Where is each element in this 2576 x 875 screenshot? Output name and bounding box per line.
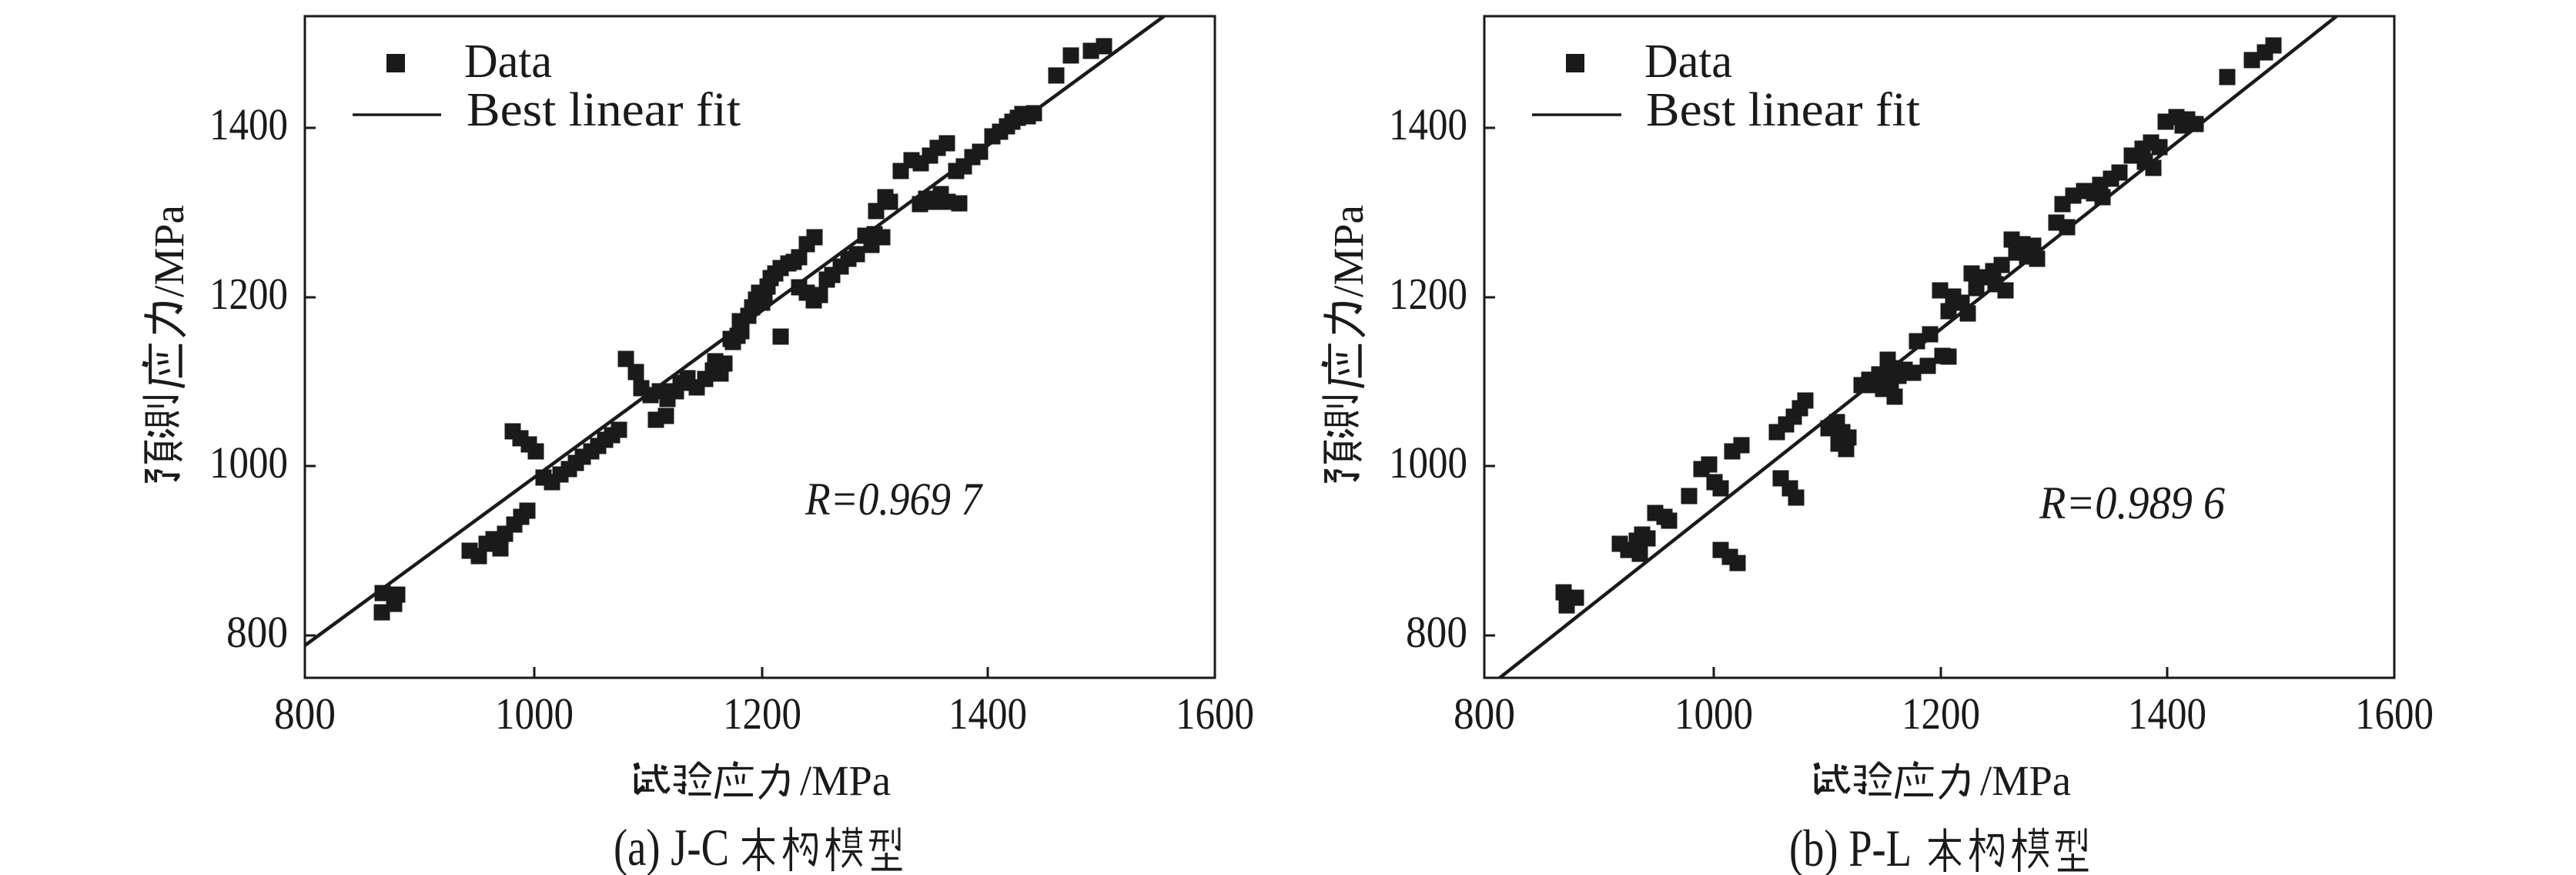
svg-text:1200: 1200	[1902, 689, 1980, 739]
svg-text:Best linear fit: Best linear fit	[467, 84, 741, 136]
svg-text:1200: 1200	[1389, 269, 1467, 319]
svg-text:R=0.969 7: R=0.969 7	[805, 474, 984, 525]
svg-text:1000: 1000	[1674, 689, 1753, 739]
svg-text:/MPa: /MPa	[800, 757, 891, 804]
svg-text:(a) J-C: (a) J-C	[614, 818, 729, 875]
svg-text:800: 800	[1454, 689, 1515, 739]
svg-text:Data: Data	[1644, 35, 1732, 88]
svg-text:800: 800	[274, 689, 336, 739]
svg-text:1600: 1600	[2355, 689, 2434, 739]
svg-text:1000: 1000	[495, 689, 574, 739]
svg-text:(b) P-L: (b) P-L	[1789, 819, 1912, 875]
svg-text:R=0.989 6: R=0.989 6	[2039, 478, 2225, 528]
svg-text:1600: 1600	[1176, 689, 1254, 739]
svg-text:/MPa: /MPa	[146, 205, 192, 297]
svg-text:1400: 1400	[2128, 689, 2206, 739]
svg-text:1200: 1200	[723, 689, 801, 739]
svg-text:1000: 1000	[209, 437, 288, 488]
svg-text:1400: 1400	[209, 99, 288, 149]
svg-text:1200: 1200	[209, 269, 288, 319]
svg-text:Data: Data	[464, 35, 552, 88]
svg-text:Best linear fit: Best linear fit	[1646, 84, 1920, 136]
svg-text:1000: 1000	[1389, 437, 1467, 488]
svg-text:800: 800	[226, 607, 288, 657]
svg-text:1400: 1400	[1389, 99, 1467, 149]
svg-text:/MPa: /MPa	[1325, 205, 1372, 297]
svg-text:1400: 1400	[948, 689, 1027, 739]
svg-text:800: 800	[1406, 607, 1467, 657]
svg-text:/MPa: /MPa	[1980, 757, 2071, 804]
